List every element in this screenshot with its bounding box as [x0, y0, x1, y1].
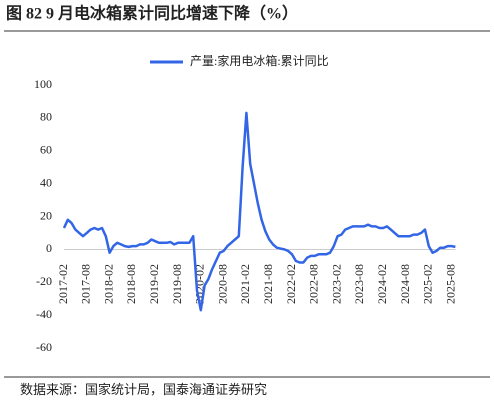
x-tick-label: 2018-08 — [124, 264, 138, 304]
y-tick-label: 0 — [46, 241, 52, 255]
y-tick-label: -60 — [36, 340, 52, 354]
y-tick-label: 20 — [40, 208, 52, 222]
data-line — [62, 111, 456, 312]
x-tick-label: 2017-02 — [56, 264, 70, 304]
source: 数据来源：国家统计局，国泰海通证券研究 — [20, 382, 267, 397]
x-tick-label: 2020-08 — [215, 264, 229, 304]
x-tick-label: 2023-08 — [352, 264, 366, 304]
y-tick-label: 80 — [40, 110, 52, 124]
x-tick-label: 2019-02 — [147, 264, 161, 304]
y-tick-label: -40 — [36, 307, 52, 321]
y-tick-label: 40 — [40, 175, 52, 189]
x-tick-label: 2023-02 — [329, 264, 343, 304]
y-tick-label: -20 — [36, 274, 52, 288]
y-tick-label: 60 — [40, 143, 52, 157]
x-tick-label: 2025-08 — [443, 264, 457, 304]
x-tick-label: 2018-02 — [101, 264, 115, 304]
x-tick-label: 2022-08 — [307, 264, 321, 304]
chart-title: 图 82 9 月电冰箱累计同比增速下降（%） — [6, 4, 298, 23]
x-tick-label: 2022-02 — [284, 264, 298, 304]
x-tick-label: 2024-08 — [398, 264, 412, 304]
y-tick-label: 100 — [34, 77, 52, 91]
x-tick-label: 2017-08 — [79, 264, 93, 304]
x-tick-label: 2019-08 — [170, 264, 184, 304]
x-tick-label: 2021-02 — [238, 264, 252, 304]
legend-label: 产量:家用电冰箱:累计同比 — [190, 53, 329, 68]
x-tick-label: 2021-08 — [261, 264, 275, 304]
x-tick-label: 2025-02 — [421, 264, 435, 304]
x-tick-label: 2024-02 — [375, 264, 389, 304]
